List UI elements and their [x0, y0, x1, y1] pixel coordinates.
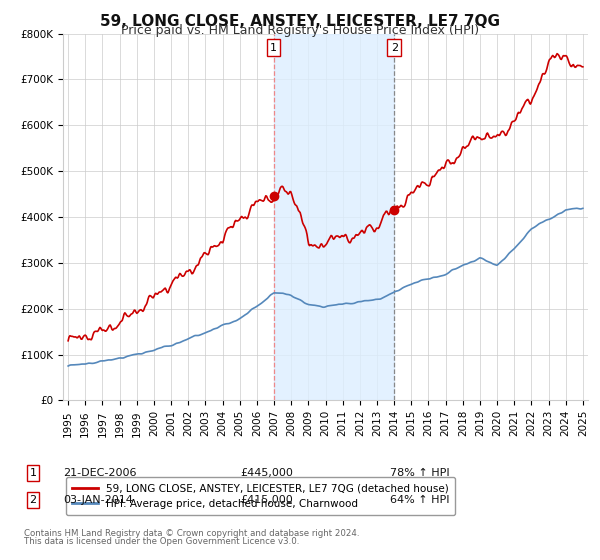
Text: Price paid vs. HM Land Registry's House Price Index (HPI): Price paid vs. HM Land Registry's House …: [121, 24, 479, 37]
Text: This data is licensed under the Open Government Licence v3.0.: This data is licensed under the Open Gov…: [24, 537, 299, 546]
Text: £415,000: £415,000: [240, 495, 293, 505]
Text: 2: 2: [29, 495, 37, 505]
Text: 1: 1: [29, 468, 37, 478]
Text: 21-DEC-2006: 21-DEC-2006: [63, 468, 137, 478]
Text: £445,000: £445,000: [240, 468, 293, 478]
Text: 78% ↑ HPI: 78% ↑ HPI: [390, 468, 449, 478]
Text: 59, LONG CLOSE, ANSTEY, LEICESTER, LE7 7QG: 59, LONG CLOSE, ANSTEY, LEICESTER, LE7 7…: [100, 14, 500, 29]
Text: 03-JAN-2014: 03-JAN-2014: [63, 495, 133, 505]
Text: 1: 1: [270, 43, 277, 53]
Text: 2: 2: [391, 43, 398, 53]
Legend: 59, LONG CLOSE, ANSTEY, LEICESTER, LE7 7QG (detached house), HPI: Average price,: 59, LONG CLOSE, ANSTEY, LEICESTER, LE7 7…: [65, 477, 455, 515]
Text: 64% ↑ HPI: 64% ↑ HPI: [390, 495, 449, 505]
Bar: [274, 34, 394, 400]
Text: Contains HM Land Registry data © Crown copyright and database right 2024.: Contains HM Land Registry data © Crown c…: [24, 529, 359, 538]
